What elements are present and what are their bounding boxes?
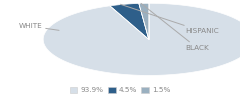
Legend: 93.9%, 4.5%, 1.5%: 93.9%, 4.5%, 1.5%: [67, 84, 173, 96]
Text: HISPANIC: HISPANIC: [120, 4, 219, 34]
Text: WHITE: WHITE: [19, 23, 59, 30]
Polygon shape: [43, 3, 240, 75]
Text: BLACK: BLACK: [141, 3, 209, 51]
Polygon shape: [139, 3, 149, 39]
Polygon shape: [110, 3, 149, 39]
